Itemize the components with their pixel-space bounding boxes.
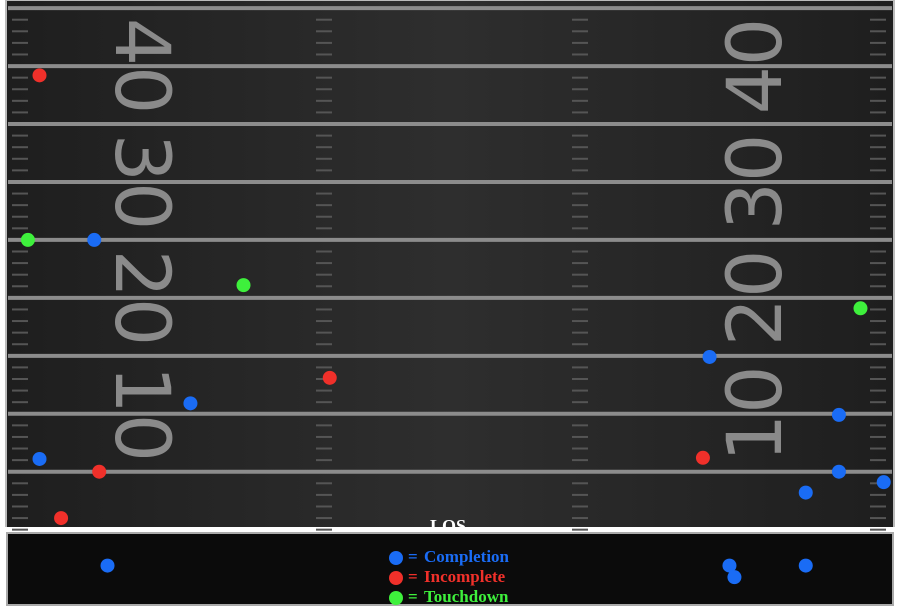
backfield (6, 532, 894, 606)
legend-label: Incomplete (424, 567, 506, 586)
pass-point (92, 464, 107, 479)
yard-number: 30 (98, 134, 187, 231)
yard-number: 10 (98, 365, 187, 462)
layers: 10 10 20 20 30 30 40 40 LOS = Completion = Incomplet… (8, 6, 892, 606)
pass-point (853, 301, 868, 316)
pass-point (798, 485, 813, 500)
pass-point (727, 570, 742, 585)
legend-swatch (389, 591, 403, 605)
pass-point (236, 278, 251, 293)
yard-number: 30 (710, 134, 799, 231)
pass-point (876, 475, 891, 490)
pass-point (702, 349, 717, 364)
pass-point (798, 558, 813, 573)
legend-swatch (389, 551, 403, 565)
yard-number: 10 (710, 365, 799, 462)
pass-point (722, 558, 737, 573)
pass-point (183, 396, 198, 411)
legend-prefix: = (408, 547, 418, 566)
pass-point (20, 232, 35, 247)
field (5, 0, 895, 529)
los-label: LOS (430, 516, 466, 536)
yard-number: 20 (98, 250, 187, 347)
pass-point (100, 558, 115, 573)
pass-point (695, 450, 710, 465)
yard-number: 20 (710, 250, 799, 347)
pass-point (831, 407, 846, 422)
yard-number: 40 (710, 18, 799, 115)
los-bar (0, 527, 900, 532)
pass-point (87, 232, 102, 247)
pass-point (831, 464, 846, 479)
pass-point (54, 511, 69, 526)
yard-number: 40 (98, 18, 187, 115)
legend-label: Touchdown (424, 587, 509, 606)
pass-point (32, 451, 47, 466)
pass-point (322, 370, 337, 385)
legend-prefix: = (408, 587, 418, 606)
legend-swatch (389, 571, 403, 585)
legend-label: Completion (424, 547, 510, 566)
legend-prefix: = (408, 567, 418, 586)
pass-point (32, 68, 47, 83)
